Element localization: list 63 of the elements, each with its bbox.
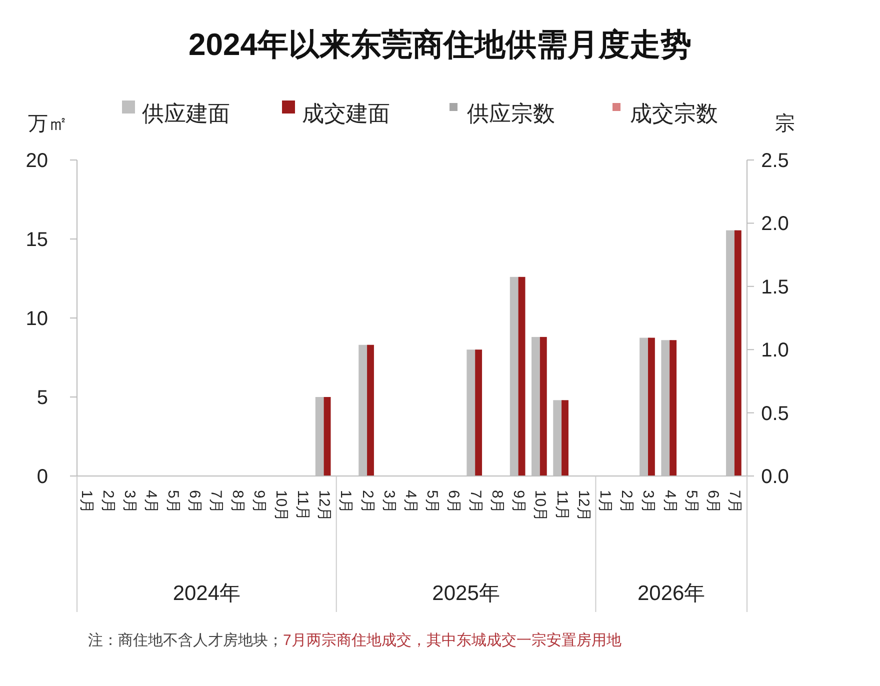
x-tick-label: 8月 <box>488 490 506 514</box>
text: 注：商住地不含人才房地块； <box>88 632 283 649</box>
x-tick-label: 4月 <box>661 490 678 514</box>
chart-title: 2024年以来东莞商住地供需月度走势 <box>188 27 692 62</box>
x-tick-label: 5月 <box>682 490 700 514</box>
x-tick-label: 12月 <box>574 490 592 522</box>
legend-label: 成交建面 <box>302 101 390 126</box>
x-tick-label: 2月 <box>358 490 376 514</box>
bar <box>518 276 526 476</box>
x-tick-label: 1月 <box>596 490 614 514</box>
x-tick-label: 2月 <box>618 490 636 514</box>
bar <box>324 397 331 476</box>
x-tick-label: 10月 <box>272 490 290 522</box>
legend-label: 供应建面 <box>142 101 230 126</box>
x-tick-label: 6月 <box>704 490 722 514</box>
x-tick-label: 7月 <box>726 490 744 514</box>
y2-axis-title: 宗 <box>775 112 795 135</box>
text: 2025年 <box>432 582 500 605</box>
x-tick-label: 1月 <box>78 490 95 514</box>
y2-tick-label: 2.0 <box>761 213 789 236</box>
y-tick-label: 20 <box>26 150 48 172</box>
y-tick-label: 5 <box>36 387 48 409</box>
x-tick-label: 6月 <box>186 490 203 514</box>
legend-label: 成交宗数 <box>630 101 718 126</box>
text: 2026年 <box>637 582 706 605</box>
y-tick-label: 10 <box>26 308 48 330</box>
x-tick-label: 4月 <box>142 490 160 514</box>
x-tick-label: 11月 <box>294 490 311 521</box>
legend-label: 供应宗数 <box>467 101 555 126</box>
y2-tick-label: 0.0 <box>761 466 789 488</box>
x-tick-label: 6月 <box>445 490 462 514</box>
y2-tick-label: 1.0 <box>761 340 789 362</box>
x-tick-label: 5月 <box>164 490 182 514</box>
x-tick-label: 3月 <box>380 490 398 514</box>
x-tick-label: 9月 <box>250 490 268 514</box>
x-tick-label: 7月 <box>207 490 224 514</box>
bar <box>648 338 655 476</box>
y-axis-title: 万㎡ <box>28 113 68 135</box>
bar <box>475 350 482 476</box>
x-tick-label: 2月 <box>99 490 116 514</box>
bar <box>734 230 742 476</box>
y2-tick-label: 1.5 <box>761 276 789 298</box>
y2-tick-label: 2.5 <box>761 150 789 172</box>
x-tick-label: 12月 <box>316 490 333 522</box>
x-tick-label: 10月 <box>532 490 549 522</box>
x-tick-label: 11月 <box>553 490 570 521</box>
x-tick-label: 1月 <box>337 490 354 514</box>
x-tick-label: 3月 <box>640 490 657 514</box>
x-tick-label: 3月 <box>121 490 138 514</box>
bar <box>540 336 547 476</box>
bar <box>562 400 568 476</box>
text: 7月两宗商住地成交，其中东城成交一宗安置房用地 <box>283 632 622 649</box>
x-tick-label: 4月 <box>402 490 419 514</box>
y2-tick-label: 0.5 <box>761 402 789 425</box>
x-tick-label: 8月 <box>229 490 246 514</box>
x-tick-label: 7月 <box>466 490 484 514</box>
y-tick-label: 15 <box>26 229 48 251</box>
x-tick-label: 5月 <box>424 490 441 514</box>
y-tick-label: 0 <box>36 466 48 488</box>
bar <box>367 344 374 476</box>
bar <box>670 340 677 476</box>
text: 2024年 <box>172 582 241 605</box>
x-tick-label: 9月 <box>510 490 528 514</box>
